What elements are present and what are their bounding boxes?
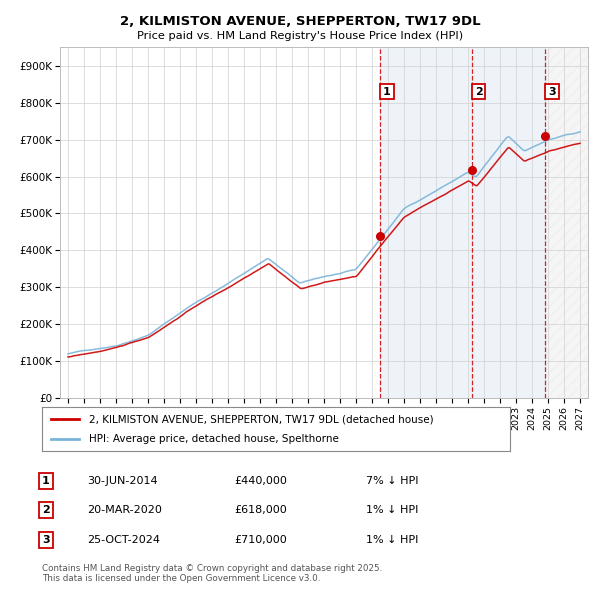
Text: Price paid vs. HM Land Registry's House Price Index (HPI): Price paid vs. HM Land Registry's House … [137,31,463,41]
Text: 2, KILMISTON AVENUE, SHEPPERTON, TW17 9DL: 2, KILMISTON AVENUE, SHEPPERTON, TW17 9D… [119,15,481,28]
Text: 25-OCT-2024: 25-OCT-2024 [87,535,160,545]
Text: HPI: Average price, detached house, Spelthorne: HPI: Average price, detached house, Spel… [89,434,338,444]
Text: £440,000: £440,000 [234,476,287,486]
Bar [380,47,545,398]
Text: 20-MAR-2020: 20-MAR-2020 [87,506,162,515]
Text: Contains HM Land Registry data © Crown copyright and database right 2025.
This d: Contains HM Land Registry data © Crown c… [42,563,382,583]
Bar [545,47,588,398]
Text: £618,000: £618,000 [234,506,287,515]
Text: 3: 3 [548,87,556,97]
Text: 1: 1 [383,87,391,97]
Text: 1: 1 [42,476,50,486]
Text: 2, KILMISTON AVENUE, SHEPPERTON, TW17 9DL (detached house): 2, KILMISTON AVENUE, SHEPPERTON, TW17 9D… [89,415,433,424]
Text: 7% ↓ HPI: 7% ↓ HPI [366,476,419,486]
Text: 1% ↓ HPI: 1% ↓ HPI [366,506,418,515]
Text: 30-JUN-2014: 30-JUN-2014 [87,476,158,486]
Text: 1% ↓ HPI: 1% ↓ HPI [366,535,418,545]
Text: £710,000: £710,000 [234,535,287,545]
Text: 3: 3 [42,535,50,545]
Text: 2: 2 [475,87,482,97]
Text: 2: 2 [42,506,50,515]
